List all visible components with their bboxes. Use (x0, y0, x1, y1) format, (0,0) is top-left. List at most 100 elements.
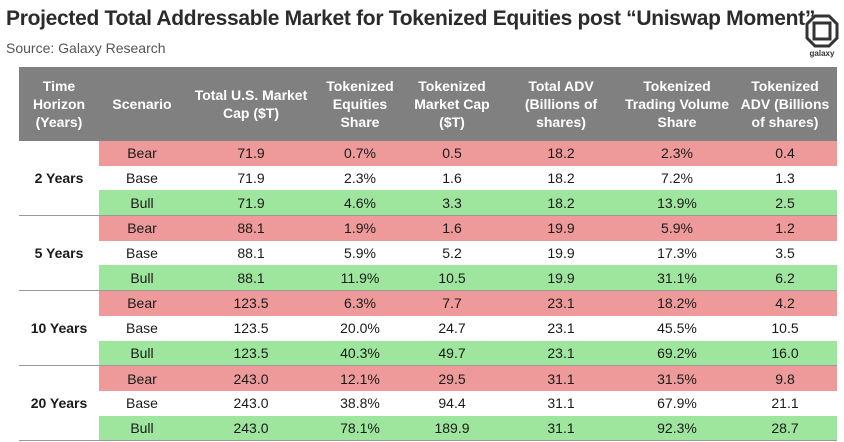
tokenized-equities-share-cell: 11.9% (317, 265, 403, 292)
col-header-total-adv: Total ADV (Billions of shares) (501, 67, 621, 141)
total-us-market-cap-cell: 243.0 (185, 365, 317, 391)
tokenized-trading-volume-share-cell: 45.5% (621, 315, 733, 341)
scenario-cell: Bear (99, 215, 185, 241)
tokenized-trading-volume-share-cell: 13.9% (621, 190, 733, 217)
tokenized-trading-volume-share-cell: 18.2% (621, 290, 733, 316)
tokenized-adv-cell: 10.5 (733, 315, 837, 341)
total-adv-cell: 19.9 (501, 215, 621, 241)
total-us-market-cap-cell: 123.5 (185, 290, 317, 316)
col-header-tokenized-trading-volume-share: Tokenized Trading Volume Share (621, 67, 733, 141)
total-us-market-cap-cell: 123.5 (185, 340, 317, 367)
tokenized-market-cap-cell: 5.2 (403, 240, 501, 266)
table-row: 5 Years Bear 88.1 1.9% 1.6 19.9 5.9% 1.2 (19, 215, 837, 292)
tokenized-trading-volume-share-cell: 2.3% (621, 141, 733, 166)
total-us-market-cap-cell: 71.9 (185, 165, 317, 191)
total-adv-cell: 31.1 (501, 415, 621, 442)
table-row: Bull 71.9 4.6% 3.3 18.2 13.9% 2.5 (19, 190, 837, 217)
total-us-market-cap-cell: 88.1 (185, 240, 317, 266)
tokenized-trading-volume-share-cell: 5.9% (621, 215, 733, 241)
scenario-cell: Bull (99, 415, 185, 442)
tokenized-equities-share-cell: 6.3% (317, 290, 403, 316)
total-adv-cell: 18.2 (501, 141, 621, 166)
total-adv-cell: 31.1 (501, 365, 621, 391)
tokenized-trading-volume-share-cell: 69.2% (621, 340, 733, 367)
total-us-market-cap-cell: 123.5 (185, 315, 317, 341)
tokenized-market-cap-cell: 3.3 (403, 190, 501, 217)
scenario-cell: Base (99, 315, 185, 341)
tokenized-market-cap-cell: 29.5 (403, 365, 501, 391)
time-horizon-label: 2 Years (19, 141, 99, 217)
total-adv-cell: 19.9 (501, 265, 621, 292)
scenario-cell: Bull (99, 340, 185, 367)
tokenized-market-cap-cell: 189.9 (403, 415, 501, 442)
time-horizon-label: 20 Years (19, 365, 99, 442)
table-row: Bull 243.0 78.1% 189.9 31.1 92.3% 28.7 (19, 415, 837, 442)
scenario-cell: Base (99, 240, 185, 266)
total-us-market-cap-cell: 243.0 (185, 390, 317, 416)
table-row: Base 71.9 2.3% 1.6 18.2 7.2% 1.3 (19, 165, 837, 191)
tokenized-trading-volume-share-cell: 31.5% (621, 365, 733, 391)
tokenized-trading-volume-share-cell: 31.1% (621, 265, 733, 292)
tokenized-market-cap-cell: 1.6 (403, 165, 501, 191)
table-body: 2 Years Bear 71.9 0.7% 0.5 18.2 2.3% 0.4 Base 71.… (19, 141, 837, 442)
tokenized-adv-cell: 4.2 (733, 290, 837, 316)
scenario-cell: Bear (99, 365, 185, 391)
total-adv-cell: 23.1 (501, 315, 621, 341)
tokenized-equities-share-cell: 1.9% (317, 215, 403, 241)
tokenized-market-cap-cell: 0.5 (403, 141, 501, 166)
tokenized-adv-cell: 9.8 (733, 365, 837, 391)
scenario-cell: Bear (99, 141, 185, 166)
scenario-cell: Base (99, 165, 185, 191)
tokenized-market-cap-cell: 7.7 (403, 290, 501, 316)
scenario-cell: Bull (99, 265, 185, 292)
col-header-tokenized-adv: Tokenized ADV (Billions of shares) (733, 67, 837, 141)
table-row: Bull 88.1 11.9% 10.5 19.9 31.1% 6.2 (19, 265, 837, 292)
tokenized-market-cap-cell: 49.7 (403, 340, 501, 367)
tokenized-trading-volume-share-cell: 7.2% (621, 165, 733, 191)
tokenized-adv-cell: 21.1 (733, 390, 837, 416)
col-header-scenario: Scenario (99, 67, 185, 141)
total-us-market-cap-cell: 88.1 (185, 265, 317, 292)
tokenized-equities-share-cell: 5.9% (317, 240, 403, 266)
table-row: Base 123.5 20.0% 24.7 23.1 45.5% 10.5 (19, 315, 837, 341)
col-header-total-us-market-cap: Total U.S. Market Cap ($T) (185, 67, 317, 141)
col-header-tokenized-market-cap: Tokenized Market Cap ($T) (403, 67, 501, 141)
galaxy-logo-icon (805, 14, 839, 48)
col-header-tokenized-equities-share: Tokenized Equities Share (317, 67, 403, 141)
total-us-market-cap-cell: 71.9 (185, 141, 317, 166)
total-adv-cell: 23.1 (501, 290, 621, 316)
tokenized-market-cap-cell: 10.5 (403, 265, 501, 292)
scenario-cell: Base (99, 390, 185, 416)
col-header-time-horizon: Time Horizon (Years) (19, 67, 99, 141)
table-row: Base 243.0 38.8% 94.4 31.1 67.9% 21.1 (19, 390, 837, 416)
total-us-market-cap-cell: 71.9 (185, 190, 317, 217)
time-horizon-label: 5 Years (19, 215, 99, 292)
table-row: Bull 123.5 40.3% 49.7 23.1 69.2% 16.0 (19, 340, 837, 367)
tokenized-adv-cell: 1.3 (733, 165, 837, 191)
total-adv-cell: 18.2 (501, 165, 621, 191)
tokenized-market-cap-cell: 94.4 (403, 390, 501, 416)
total-adv-cell: 19.9 (501, 240, 621, 266)
scenario-cell: Bear (99, 290, 185, 316)
tokenized-adv-cell: 16.0 (733, 340, 837, 367)
galaxy-logo: galaxy (804, 13, 840, 59)
table-row: 10 Years Bear 123.5 6.3% 7.7 23.1 18.2% 4.2 (19, 290, 837, 367)
total-adv-cell: 31.1 (501, 390, 621, 416)
tam-table: Time Horizon (Years) Scenario Total U.S.… (19, 67, 837, 442)
table-row: 20 Years Bear 243.0 12.1% 29.5 31.1 31.5% 9.8 (19, 365, 837, 442)
total-adv-cell: 18.2 (501, 190, 621, 217)
total-us-market-cap-cell: 243.0 (185, 415, 317, 442)
tokenized-equities-share-cell: 40.3% (317, 340, 403, 367)
time-horizon-label: 10 Years (19, 290, 99, 367)
tokenized-adv-cell: 3.5 (733, 240, 837, 266)
tokenized-market-cap-cell: 24.7 (403, 315, 501, 341)
tokenized-equities-share-cell: 78.1% (317, 415, 403, 442)
tokenized-adv-cell: 1.2 (733, 215, 837, 241)
table-row: 2 Years Bear 71.9 0.7% 0.5 18.2 2.3% 0.4 (19, 141, 837, 217)
tokenized-equities-share-cell: 2.3% (317, 165, 403, 191)
tokenized-equities-share-cell: 4.6% (317, 190, 403, 217)
tokenized-trading-volume-share-cell: 67.9% (621, 390, 733, 416)
tokenized-adv-cell: 0.4 (733, 141, 837, 166)
chart-title: Projected Total Addressable Market for T… (6, 7, 816, 30)
scenario-cell: Bull (99, 190, 185, 217)
